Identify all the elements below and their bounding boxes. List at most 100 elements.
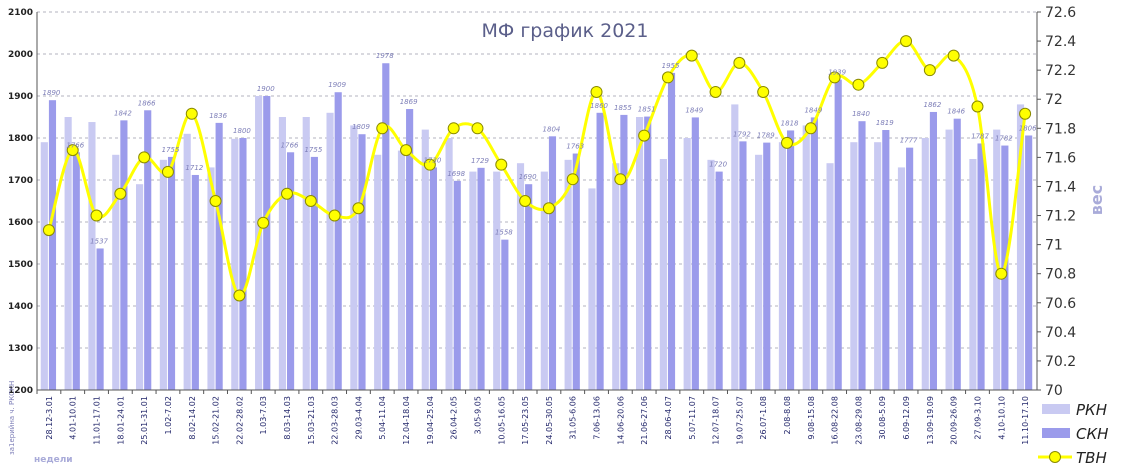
- y2-tick-label: 71.6: [1045, 150, 1076, 166]
- tvn-point: [233, 289, 246, 302]
- bar-skn: [977, 143, 985, 390]
- data-label: 1558: [495, 229, 513, 237]
- tvn-point: [376, 122, 389, 135]
- tvn-point: [542, 202, 555, 215]
- bar-skn: [739, 141, 747, 390]
- data-label: 1766: [66, 141, 84, 149]
- gridlines: [37, 11, 1037, 349]
- bar-skn: [358, 134, 366, 390]
- tvn-point: [447, 122, 460, 135]
- tvn-point: [900, 35, 913, 48]
- y-tick-label: 1700: [8, 176, 33, 186]
- y2-tick-label: 72.2: [1045, 63, 1076, 79]
- data-label: 1792: [733, 130, 751, 138]
- y2-tick-label: 70.6: [1045, 296, 1076, 312]
- bar-skn: [263, 96, 271, 390]
- tvn-point: [471, 122, 484, 135]
- y-tick-label: 1400: [8, 302, 33, 312]
- bar-rkn: [921, 138, 929, 390]
- data-label: 1755: [304, 146, 322, 154]
- tvn-point: [828, 71, 841, 84]
- x-tick-label: 9.08-15.08: [807, 396, 816, 440]
- bar-skn: [1025, 135, 1033, 390]
- y-tick-label: 1300: [8, 344, 33, 354]
- x-tick-label: 6.09-12.09: [902, 396, 911, 440]
- data-label: 1698: [447, 170, 465, 178]
- legend-swatch-rkn: [1042, 404, 1070, 414]
- tvn-point: [138, 151, 151, 164]
- bar-skn: [525, 184, 533, 390]
- bar-skn: [691, 117, 699, 391]
- y2-tick-label: 70.8: [1045, 267, 1076, 283]
- bar-rkn: [1016, 104, 1025, 391]
- x-tick-label: 15.02-21.02: [212, 396, 221, 445]
- tvn-point: [638, 129, 651, 142]
- x-tick-label: 5.04-11.04: [378, 396, 387, 440]
- bar-skn: [382, 63, 390, 391]
- y-tick-label: 2000: [8, 50, 33, 60]
- bar-skn: [667, 72, 676, 391]
- bar-skn: [334, 92, 342, 390]
- y2-tick-label: 72.4: [1045, 34, 1076, 50]
- tvn-point: [614, 173, 627, 186]
- bar-skn: [620, 114, 628, 391]
- data-label: 1720: [709, 161, 727, 169]
- data-label: 1866: [138, 99, 156, 107]
- x-tick-label: 3.05-9.05: [473, 396, 482, 435]
- data-labels: 1890 1766 1537 1842 1866 1755 1712 1836 1800 1900…: [43, 52, 1038, 245]
- tvn-point: [971, 100, 984, 113]
- x-tick-label: 31.05-6.06: [569, 396, 578, 440]
- tvn-point: [185, 107, 198, 120]
- tvn-point: [947, 49, 960, 62]
- data-label: 1730: [424, 156, 442, 164]
- x-tick-label: 1.02-7.02: [164, 396, 173, 435]
- x-tick-label: 27.09-3.10: [973, 396, 982, 440]
- data-label: 1939: [828, 69, 846, 77]
- bar-rkn: [826, 163, 834, 390]
- y2-tick-label: 71: [1045, 238, 1063, 254]
- tvn-point: [685, 49, 698, 62]
- x-tick-label: 25.01-31.01: [140, 396, 149, 445]
- y2-tick-label: 70.2: [1045, 354, 1076, 370]
- tvn-point: [423, 158, 436, 171]
- tvn-point: [161, 165, 174, 178]
- bar-rkn: [755, 154, 763, 390]
- bar-skn: [287, 152, 295, 390]
- bar-rkn: [159, 159, 167, 390]
- data-label: 1819: [876, 119, 894, 127]
- data-label: 1755: [162, 146, 180, 154]
- x-tick-label: 18.01-24.01: [116, 396, 125, 445]
- x-tick-label: 28.06-4.07: [664, 396, 673, 440]
- data-label: 1800: [233, 127, 251, 135]
- bar-skn: [858, 121, 866, 390]
- data-label: 1763: [566, 143, 584, 151]
- tvn-point: [781, 136, 793, 149]
- data-label: 1806: [1019, 124, 1037, 132]
- bar-skn: [453, 180, 461, 390]
- bar-rkn: [183, 133, 191, 391]
- bar-rkn: [445, 138, 453, 390]
- y-tick-label: 1600: [8, 218, 33, 228]
- bar-skn: [929, 111, 937, 391]
- x-tick-label: 19.04-25.04: [426, 396, 435, 445]
- tvn-point: [352, 202, 365, 215]
- bar-skn: [644, 116, 652, 390]
- x-tick-label: 7.06-13.06: [593, 396, 602, 440]
- bar-rkn: [778, 142, 786, 390]
- data-label: 1849: [685, 106, 703, 114]
- data-label: 1849: [804, 106, 822, 114]
- bar-skn: [596, 112, 604, 391]
- x-tick-label: 21.06-27.06: [640, 396, 649, 445]
- legend-label-skn: СКН: [1076, 425, 1108, 443]
- bar-rkn: [802, 125, 810, 391]
- data-label: 1909: [328, 81, 346, 89]
- tvn-point: [400, 144, 413, 157]
- data-label: 1851: [638, 106, 656, 114]
- x-tick-label: 5.07-11.07: [688, 396, 697, 440]
- legend-label-rkn: РКН: [1076, 401, 1107, 419]
- x-tick-label: 30.08-5.09: [878, 396, 887, 440]
- bar-rkn: [374, 154, 382, 390]
- x-tick-label: 16.08-22.08: [831, 396, 840, 445]
- data-label: 1836: [209, 112, 227, 120]
